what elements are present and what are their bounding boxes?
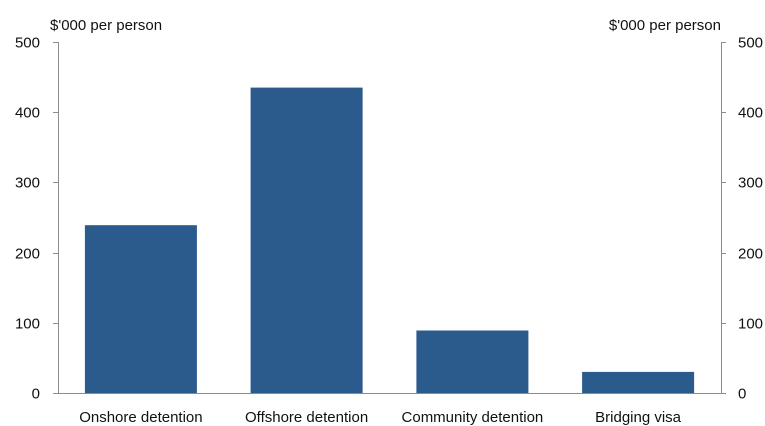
right-axis-unit-label: $'000 per person bbox=[609, 17, 721, 34]
left-tick-label: 500 bbox=[15, 35, 40, 52]
category-label: Onshore detention bbox=[79, 409, 202, 426]
left-tick-label: 400 bbox=[15, 105, 40, 122]
right-tick-label: 300 bbox=[738, 175, 763, 192]
left-tick-label: 300 bbox=[15, 175, 40, 192]
category-label: Offshore detention bbox=[245, 409, 368, 426]
bar bbox=[416, 330, 529, 393]
left-tick-label: 100 bbox=[15, 316, 40, 333]
right-tick-label: 400 bbox=[738, 105, 763, 122]
left-y-axis: 0 100 200 300 400 500 bbox=[15, 35, 58, 403]
category-label: Bridging visa bbox=[595, 409, 682, 426]
bar-series bbox=[84, 87, 695, 393]
right-tick-label: 500 bbox=[738, 35, 763, 52]
right-tick-label: 100 bbox=[738, 316, 763, 333]
left-tick-label: 200 bbox=[15, 246, 40, 263]
right-tick-label: 200 bbox=[738, 246, 763, 263]
x-axis-category-labels: Onshore detention Offshore detention Commu… bbox=[79, 409, 681, 426]
left-axis-unit-label: $'000 per person bbox=[50, 17, 162, 34]
bar bbox=[582, 371, 695, 393]
bar bbox=[84, 225, 197, 393]
right-y-axis: 0 100 200 300 400 500 bbox=[721, 35, 763, 403]
right-tick-label: 0 bbox=[738, 386, 746, 403]
left-tick-label: 0 bbox=[32, 386, 40, 403]
bar bbox=[250, 87, 363, 393]
category-label: Community detention bbox=[402, 409, 544, 426]
